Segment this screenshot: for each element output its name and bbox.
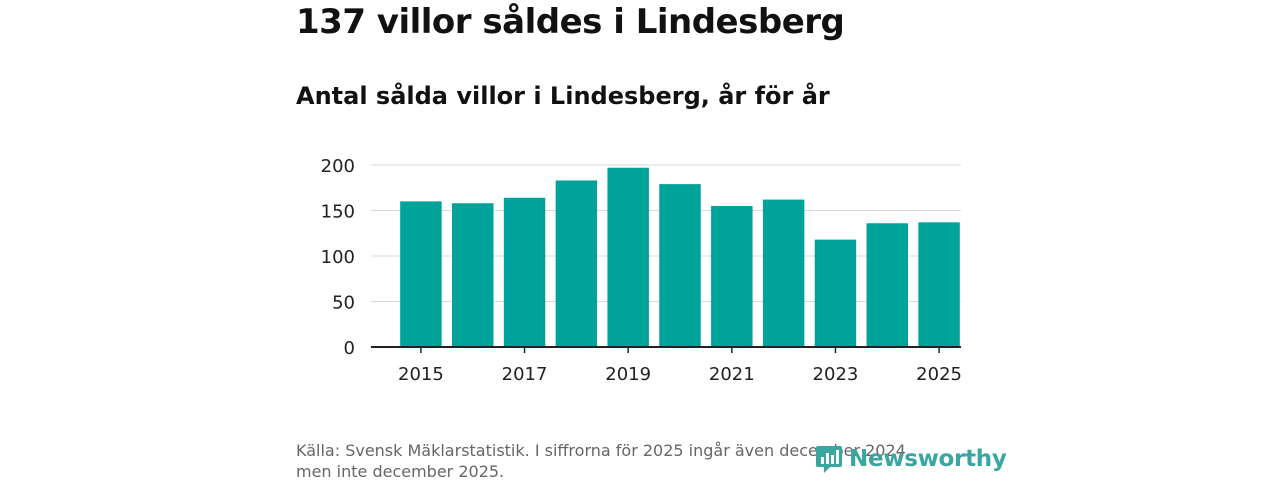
chart-subtitle: Antal sålda villor i Lindesberg, år för … <box>296 82 830 110</box>
x-tick-label-2017: 2017 <box>502 364 548 385</box>
y-tick-label-100: 100 <box>321 247 355 268</box>
x-tick-label-2015: 2015 <box>398 364 444 385</box>
bar-2025 <box>918 222 960 347</box>
bar-2024 <box>866 223 908 347</box>
y-tick-label-0: 0 <box>344 338 355 359</box>
x-tick-label-2025: 2025 <box>916 364 962 385</box>
source-note: Källa: Svensk Mäklarstatistik. I siffror… <box>296 440 956 482</box>
bar-2018 <box>555 180 598 347</box>
page-title: 137 villor såldes i Lindesberg <box>296 2 845 42</box>
bar-2022 <box>762 199 805 347</box>
bar-2023 <box>814 239 857 347</box>
bar-2015 <box>400 201 442 347</box>
source-line-2: men inte december 2025. <box>296 462 505 481</box>
y-tick-label-50: 50 <box>332 293 355 314</box>
bar-2017 <box>503 197 546 347</box>
x-tick-label-2019: 2019 <box>605 364 651 385</box>
brand-name: Newsworthy <box>849 446 1007 472</box>
newsworthy-logo-icon <box>816 446 842 473</box>
bar-2021 <box>711 205 753 347</box>
source-line-1: Källa: Svensk Mäklarstatistik. I siffror… <box>296 441 906 460</box>
bar-2019 <box>607 167 649 347</box>
brand-logo: Newsworthy <box>815 444 1007 474</box>
y-tick-label-150: 150 <box>321 202 355 223</box>
bar-2016 <box>452 203 494 347</box>
x-tick-label-2021: 2021 <box>709 364 755 385</box>
x-tick-label-2023: 2023 <box>813 364 859 385</box>
bar-2020 <box>659 184 701 347</box>
bar-chart: 0 50 100 150 200 2015 2017 2019 2021 2023 2025 <box>321 156 962 385</box>
y-tick-label-200: 200 <box>321 156 355 177</box>
